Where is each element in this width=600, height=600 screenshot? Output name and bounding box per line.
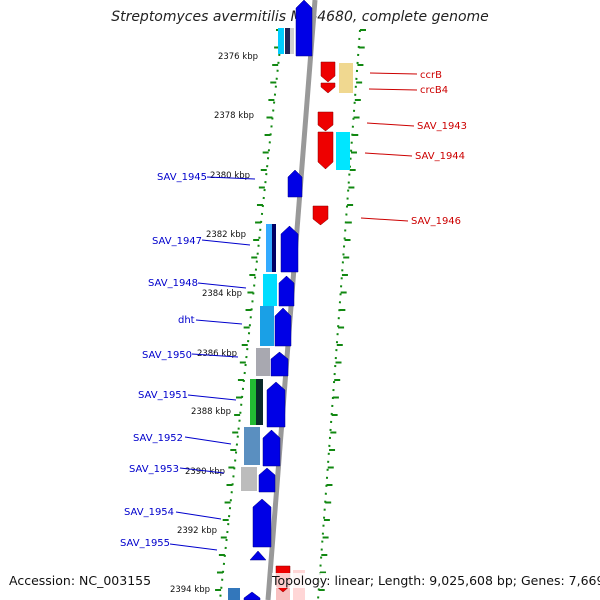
topology-text: Topology: linear; Length: 9,025,608 bp; …	[272, 573, 600, 588]
accession-text: Accession: NC_003155	[9, 573, 152, 588]
feature-bar	[290, 28, 294, 54]
label-leader	[184, 436, 232, 445]
gene-arrow	[287, 169, 303, 198]
label-leader	[206, 176, 256, 180]
gene-arrow	[295, 0, 313, 57]
gene-label: ccrB	[420, 70, 442, 81]
label-leader	[187, 394, 237, 401]
gene-label: SAV_1947	[152, 236, 202, 247]
gene-label: SAV_1953	[129, 464, 179, 475]
gene-arrow	[317, 111, 334, 132]
scale-label: 2384 kbp	[202, 289, 242, 299]
forward-gene-labels: SAV_1945 SAV_1947 SAV_1948 dht SAV_1950 …	[120, 172, 207, 549]
label-leader	[175, 511, 222, 520]
scale-label: 2376 kbp	[218, 52, 258, 62]
gene-label: SAV_1945	[157, 172, 207, 183]
gene-label: dht	[178, 315, 195, 326]
gene-arrow	[262, 429, 281, 467]
major-ticks	[215, 29, 366, 591]
feature-bar	[263, 274, 277, 306]
gene-label: crcB4	[420, 85, 448, 96]
label-leader	[195, 319, 243, 325]
gene-label: SAV_1954	[124, 507, 174, 518]
label-leader	[179, 467, 225, 474]
scale-label: 2394 kbp	[170, 585, 210, 595]
gene-arrow	[270, 351, 289, 377]
feature-bar	[339, 63, 353, 93]
forward-feature-bars	[228, 28, 294, 600]
gene-arrow	[249, 550, 267, 561]
gene-arrow	[280, 225, 299, 273]
label-leader	[368, 88, 418, 91]
gene-arrow	[278, 275, 295, 307]
scale-label: 2380 kbp	[210, 171, 250, 181]
forward-label-leaders	[169, 176, 256, 551]
feature-bar	[256, 379, 263, 425]
scale-label: 2388 kbp	[191, 407, 231, 417]
gene-label: SAV_1955	[120, 538, 170, 549]
gene-label: SAV_1950	[142, 350, 192, 361]
feature-bar	[241, 467, 257, 491]
reverse-gene-labels: ccrB crcB4 SAV_1943 SAV_1944 SAV_1946	[411, 70, 467, 227]
gene-arrow	[243, 591, 261, 600]
gene-label: SAV_1951	[138, 390, 188, 401]
feature-bar	[336, 132, 350, 170]
feature-bar	[278, 28, 284, 54]
gene-arrow	[312, 205, 329, 226]
scale-label: 2392 kbp	[177, 526, 217, 536]
scale-label: 2378 kbp	[214, 111, 254, 121]
scale-label: 2386 kbp	[197, 349, 237, 359]
gene-label: SAV_1948	[148, 278, 198, 289]
gene-arrow	[320, 82, 336, 94]
label-leader	[197, 282, 247, 289]
gene-label: SAV_1943	[417, 121, 467, 132]
feature-bar	[250, 379, 256, 425]
feature-bar	[228, 588, 240, 600]
label-leader	[366, 122, 415, 127]
gene-arrow	[252, 498, 272, 548]
scale-label: 2390 kbp	[185, 467, 225, 477]
label-leader	[191, 353, 239, 358]
feature-bar	[256, 348, 270, 376]
gene-arrow	[320, 61, 336, 83]
reverse-label-leaders	[360, 72, 418, 222]
gene-label: SAV_1944	[415, 151, 465, 162]
gene-arrow	[266, 381, 286, 428]
feature-bar	[285, 28, 290, 54]
scale-label: 2382 kbp	[206, 230, 246, 240]
feature-bar	[244, 427, 260, 465]
gene-arrow	[317, 131, 334, 170]
label-leader	[201, 239, 251, 246]
feature-bar	[266, 224, 272, 272]
gene-label: SAV_1946	[411, 216, 461, 227]
feature-bar	[272, 224, 276, 272]
gene-arrow	[258, 467, 276, 493]
forward-gene-arrows	[243, 0, 313, 600]
label-leader	[169, 543, 218, 551]
feature-bar	[260, 306, 274, 346]
gene-arrow	[274, 307, 292, 347]
label-leader	[364, 152, 413, 157]
scale-labels: 2376 kbp 2378 kbp 2380 kbp 2382 kbp 2384…	[170, 52, 258, 595]
gene-label: SAV_1952	[133, 433, 183, 444]
label-leader	[360, 217, 409, 222]
label-leader	[369, 72, 418, 75]
